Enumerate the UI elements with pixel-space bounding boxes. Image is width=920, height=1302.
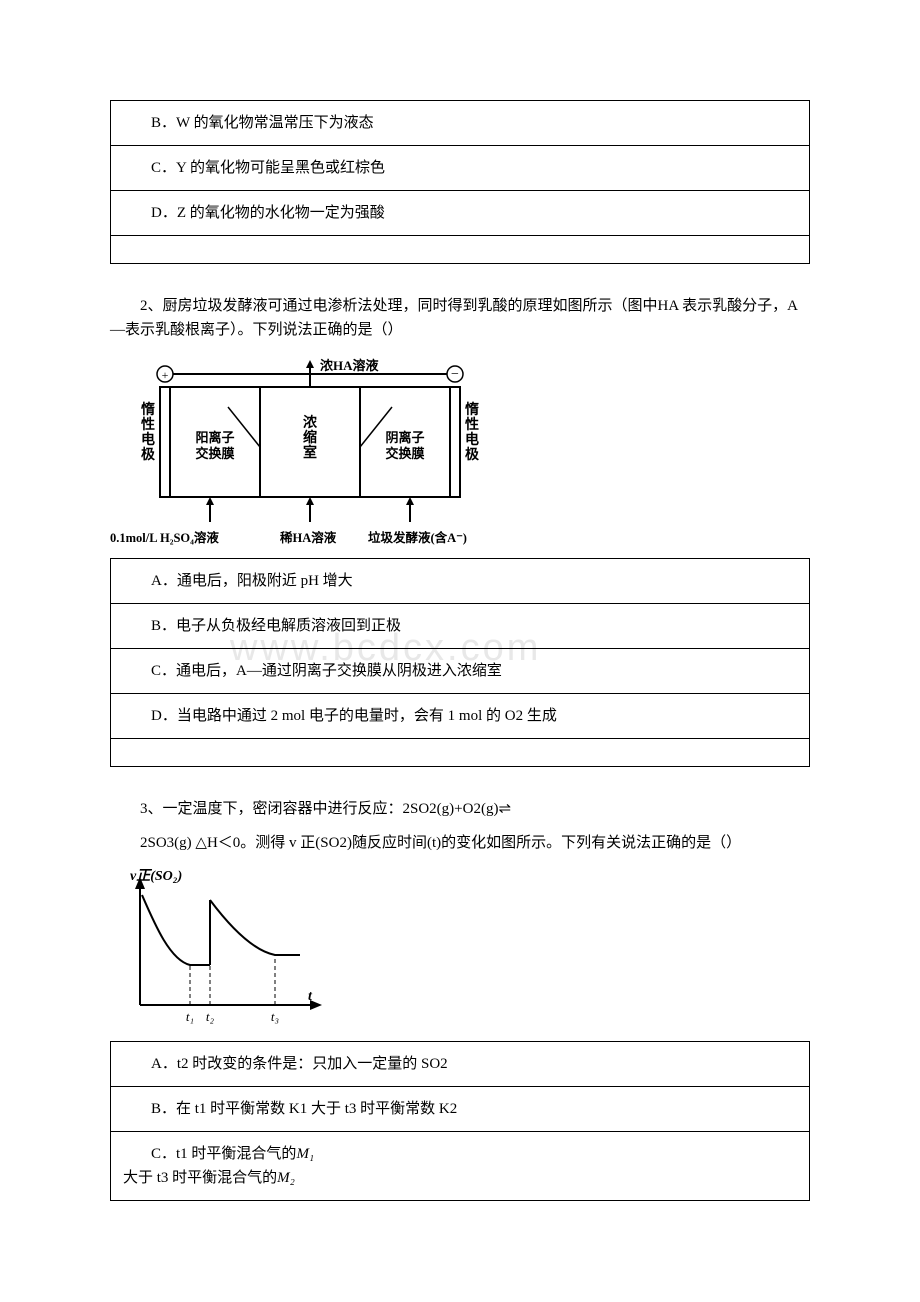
- q1-option-b: B．W 的氧化物常温常压下为液态: [111, 101, 810, 146]
- q3-option-b: B．在 t1 时平衡常数 K1 大于 t3 时平衡常数 K2: [111, 1087, 810, 1132]
- svg-text:性: 性: [141, 416, 155, 433]
- electrodialysis-diagram: +−浓HA溶液惰性电极惰性电极阳离子交换膜阴离子交换膜浓缩室0.1mol/L H…: [110, 352, 510, 552]
- q3-options-table: A．t2 时改变的条件是：只加入一定量的 SO2 B．在 t1 时平衡常数 K1…: [110, 1041, 810, 1201]
- q1-blank-row: [111, 236, 810, 264]
- svg-text:稀HA溶液: 稀HA溶液: [280, 530, 337, 545]
- q1-options-table: B．W 的氧化物常温常压下为液态 C．Y 的氧化物可能呈黑色或红棕色 D．Z 的…: [110, 100, 810, 264]
- svg-text:缩: 缩: [303, 429, 317, 446]
- q2-blank-row: [111, 739, 810, 767]
- svg-text:0.1mol/L H₂SO₄溶液: 0.1mol/L H₂SO₄溶液: [110, 530, 219, 545]
- q1-option-d: D．Z 的氧化物的水化物一定为强酸: [111, 191, 810, 236]
- svg-text:极: 极: [141, 446, 156, 463]
- svg-text:v正(SO₂): v正(SO₂): [130, 868, 182, 884]
- q3-option-c: C．t1 时平衡混合气的M₁ 大于 t3 时平衡混合气的M₂: [111, 1132, 810, 1201]
- svg-text:极: 极: [465, 446, 480, 463]
- svg-text:垃圾发酵液(含A⁻): 垃圾发酵液(含A⁻): [368, 530, 467, 545]
- svg-text:浓: 浓: [303, 414, 318, 431]
- q1-option-c: C．Y 的氧化物可能呈黑色或红棕色: [111, 146, 810, 191]
- svg-text:惰: 惰: [465, 401, 479, 418]
- svg-text:t₁: t₁: [186, 1009, 194, 1024]
- q2-intro: 2、厨房垃圾发酵液可通过电渗析法处理，同时得到乳酸的原理如图所示（图中HA 表示…: [110, 294, 810, 342]
- svg-text:+: +: [162, 368, 169, 382]
- svg-text:惰: 惰: [141, 401, 155, 418]
- svg-text:t₃: t₃: [271, 1009, 279, 1024]
- q2-option-d: D．当电路中通过 2 mol 电子的电量时，会有 1 mol 的 O2 生成: [111, 694, 810, 739]
- q3-option-a: A．t2 时改变的条件是：只加入一定量的 SO2: [111, 1042, 810, 1087]
- svg-text:交换膜: 交换膜: [195, 446, 234, 461]
- svg-text:−: −: [451, 367, 459, 382]
- q3-optc-part1: C．t1 时平衡混合气的: [151, 1146, 296, 1162]
- svg-text:阳离子: 阳离子: [195, 430, 234, 445]
- svg-text:浓HA溶液: 浓HA溶液: [320, 358, 379, 373]
- svg-text:电: 电: [141, 431, 155, 448]
- q3-optc-part2: 大于 t3 时平衡混合气的: [123, 1170, 277, 1186]
- q2-option-a: A．通电后，阳极附近 pH 增大: [111, 559, 810, 604]
- svg-text:性: 性: [465, 416, 479, 433]
- q2-options-table: A．通电后，阳极附近 pH 增大 B．电子从负极经电解质溶液回到正极 C．通电后…: [110, 558, 810, 767]
- q3-intro1: 3、一定温度下，密闭容器中进行反应：2SO2(g)+O2(g)⇌: [110, 797, 810, 821]
- svg-text:电: 电: [465, 431, 479, 448]
- svg-text:t₂: t₂: [206, 1009, 215, 1024]
- svg-text:室: 室: [303, 444, 317, 461]
- q2-option-c: C．通电后，A—通过阴离子交换膜从阴极进入浓缩室: [111, 649, 810, 694]
- q2-option-b: B．电子从负极经电解质溶液回到正极: [111, 604, 810, 649]
- q3-intro2: 2SO3(g) △H＜0。测得 v 正(SO2)随反应时间(t)的变化如图所示。…: [110, 831, 810, 855]
- svg-text:交换膜: 交换膜: [385, 446, 424, 461]
- svg-text:阴离子: 阴离子: [385, 430, 424, 445]
- q3-optc-m2: M₂: [277, 1170, 295, 1186]
- rate-time-chart: v正(SO₂)tt₁t₂t₃: [110, 865, 330, 1035]
- q3-optc-m1: M₁: [296, 1146, 314, 1162]
